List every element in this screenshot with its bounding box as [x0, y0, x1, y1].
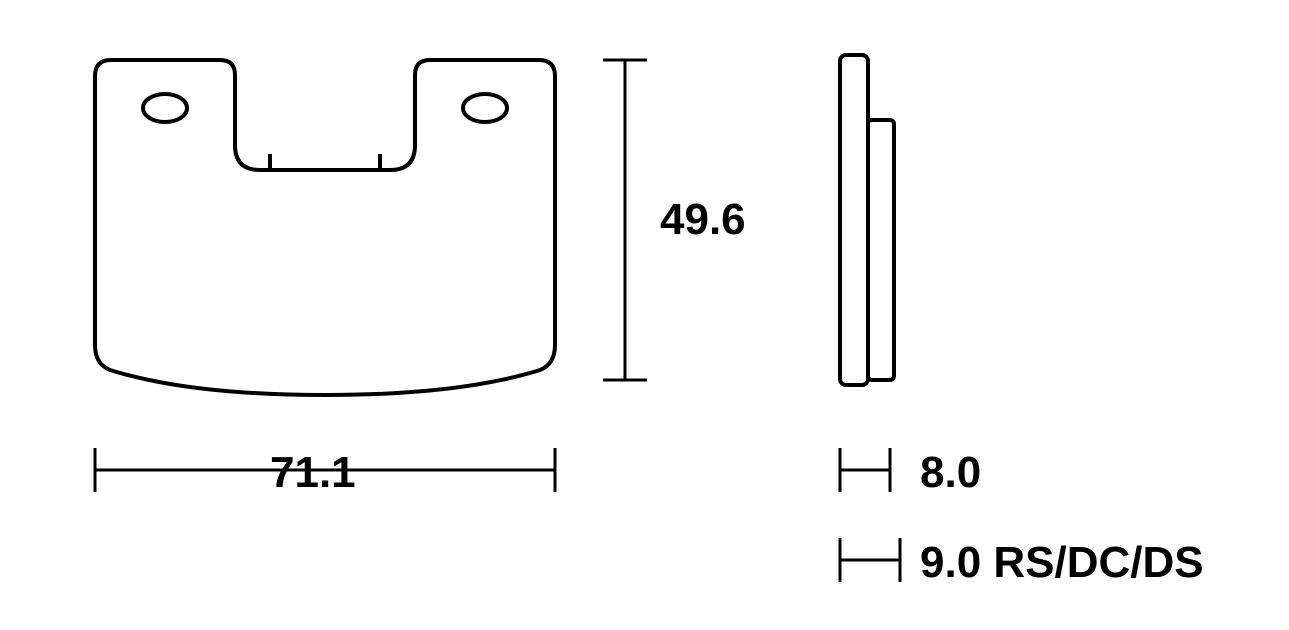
right-mounting-hole	[463, 94, 507, 122]
front-view	[95, 60, 555, 395]
friction-pad	[868, 120, 894, 380]
backing-plate	[840, 55, 868, 385]
height-value: 49.6	[660, 195, 746, 245]
thickness1-dimension	[840, 448, 890, 492]
thickness2-value: 9.0 RS/DC/DS	[920, 538, 1204, 588]
left-mounting-hole	[143, 94, 187, 122]
side-view	[840, 55, 894, 385]
width-value: 71.1	[270, 448, 356, 498]
thickness1-value: 8.0	[920, 448, 981, 498]
pad-outline	[95, 60, 555, 395]
thickness2-dimension	[840, 538, 900, 582]
center-notch	[270, 154, 380, 170]
technical-drawing	[0, 0, 1289, 630]
height-dimension	[603, 60, 647, 380]
